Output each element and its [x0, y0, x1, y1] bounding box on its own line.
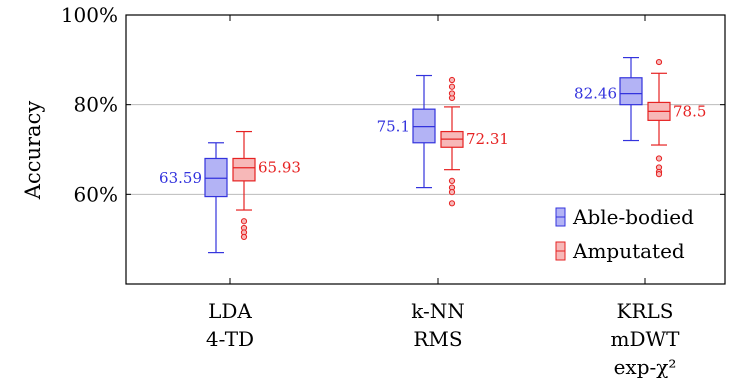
- box-able-bodied: 82.46: [574, 56, 643, 142]
- outlier-point: [448, 76, 456, 84]
- x-tick-label: exp-χ²: [614, 355, 677, 379]
- box-iqr: [204, 157, 228, 198]
- legend: Able-bodied Amputated: [555, 205, 694, 263]
- median-value-label: 63.59: [159, 169, 202, 187]
- box-amputated: 78.5: [647, 58, 706, 178]
- median-value-label: 78.5: [673, 102, 706, 120]
- box-amputated: 65.93: [232, 130, 301, 241]
- outlier-point: [655, 58, 663, 66]
- outlier-point: [240, 233, 248, 241]
- x-tick-label: mDWT: [611, 327, 681, 351]
- y-tick-label: 100%: [61, 3, 118, 27]
- outlier-point: [448, 83, 456, 90]
- x-tick-label: RMS: [413, 327, 462, 351]
- outlier-point: [448, 188, 456, 196]
- boxes: 63.59 75.1 82.46 65.93 72.31 78.5: [159, 56, 706, 254]
- box-iqr: [412, 108, 436, 144]
- x-tick-label: 4-TD: [206, 327, 254, 351]
- y-axis-label: Accuracy: [21, 101, 45, 201]
- x-axis: LDA 4-TD k-NN RMS KRLS mDWT exp-χ²: [206, 15, 680, 379]
- box-able-bodied: 75.1: [377, 74, 436, 189]
- legend-label: Able-bodied: [572, 205, 694, 229]
- outlier-point: [655, 171, 663, 178]
- legend-item: Amputated: [555, 239, 685, 263]
- box-able-bodied: 63.59: [159, 142, 228, 254]
- box-iqr: [619, 77, 643, 106]
- box-iqr: [232, 157, 256, 182]
- median-value-label: 82.46: [574, 85, 617, 103]
- median-value-label: 72.31: [466, 130, 509, 148]
- y-tick-label: 60%: [74, 182, 118, 206]
- x-tick-label: LDA: [208, 299, 252, 323]
- plot-frame: [125, 14, 726, 285]
- x-tick-label: KRLS: [617, 299, 674, 323]
- outlier-point: [655, 155, 663, 162]
- y-axis: 60% 80% 100%: [61, 3, 725, 206]
- outlier-point: [448, 90, 456, 97]
- box-amputated: 72.31: [440, 76, 509, 207]
- legend-item: Able-bodied: [555, 205, 694, 229]
- x-tick-label: k-NN: [411, 299, 465, 323]
- median-value-label: 65.93: [258, 159, 301, 177]
- median-value-label: 75.1: [377, 118, 410, 136]
- y-tick-label: 80%: [74, 93, 118, 117]
- legend-label: Amputated: [572, 239, 685, 263]
- outlier-point: [240, 218, 248, 225]
- outlier-point: [448, 200, 456, 207]
- outlier-point: [448, 177, 456, 184]
